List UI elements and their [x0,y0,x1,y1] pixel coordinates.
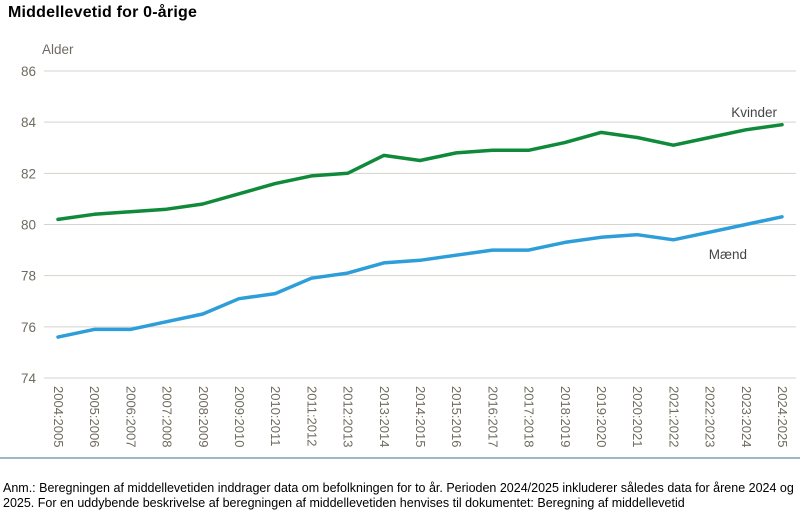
x-tick-label-17: 2021:2022 [666,386,681,447]
x-tick-label-6: 2010:2011 [268,386,283,447]
x-tick-label-12: 2016:2017 [485,386,500,447]
y-tick-label-74: 74 [21,371,37,386]
x-tick-label-14: 2018:2019 [558,386,573,447]
divider-line [0,457,800,459]
x-tick-label-4: 2008:2009 [196,386,211,447]
y-tick-label-78: 78 [21,269,36,284]
x-tick-label-9: 2013:2014 [377,386,392,447]
footnote: Anm.: Beregningen af middellevetiden ind… [3,480,794,511]
y-tick-label-84: 84 [21,115,37,130]
x-tick-label-19: 2023:2024 [739,386,754,447]
y-tick-label-86: 86 [21,64,36,79]
x-tick-label-16: 2020:2021 [630,386,645,447]
y-tick-label-76: 76 [21,320,36,335]
x-tick-label-1: 2005:2006 [87,386,102,447]
y-tick-label-80: 80 [21,218,36,233]
x-tick-label-8: 2012:2013 [341,386,356,447]
x-tick-label-18: 2022:2023 [703,386,718,447]
life-expectancy-line-chart: 74 76 78 80 82 84 86 Alder 2004:2005 2005:2006 200… [21,42,796,447]
series-line-kvinder [56,122,784,222]
y-tick-label-82: 82 [21,166,36,181]
x-tick-label-0: 2004:2005 [51,386,66,447]
series-line-mænd [56,215,784,339]
series-label-kvinder: Kvinder [731,105,777,120]
x-tick-label-5: 2009:2010 [232,386,247,447]
x-tick-label-10: 2014:2015 [413,386,428,447]
x-tick-label-11: 2015:2016 [449,386,464,447]
x-tick-label-3: 2007:2008 [160,386,175,447]
x-tick-label-7: 2011:2012 [304,386,319,447]
x-tick-label-2: 2006:2007 [123,386,138,447]
y-axis-label: Alder [42,42,74,57]
series-label-mænd: Mænd [709,247,747,262]
x-tick-label-15: 2019:2020 [594,386,609,447]
page-title: Middellevetid for 0-årige [8,4,198,21]
x-tick-label-13: 2017:2018 [522,386,537,447]
x-tick-label-20: 2024:2025 [775,386,790,447]
